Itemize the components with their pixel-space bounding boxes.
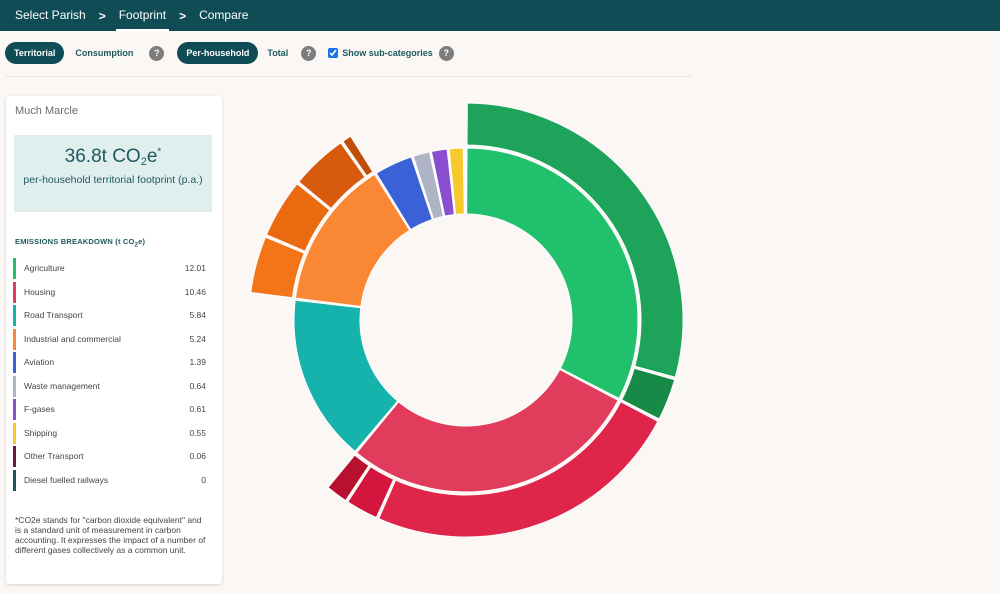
category-name: Other Transport [24, 451, 84, 461]
sunburst-chart [250, 102, 684, 538]
slice-housing[interactable] [355, 368, 619, 493]
category-value: 0.64 [189, 380, 206, 391]
category-swatch [13, 422, 16, 444]
subslice-agriculture[interactable] [621, 367, 676, 420]
nav-select-parish[interactable]: Select Parish [15, 8, 86, 22]
category-name: Shipping [24, 427, 58, 438]
consumption-toggle[interactable]: Consumption [75, 48, 134, 58]
help-icon[interactable]: ? [149, 45, 165, 61]
category-name: Housing [24, 286, 56, 297]
footprint-value: 36.8t CO2e* [64, 146, 162, 168]
footprint-box: 36.8t CO2e* per-household territorial fo… [14, 135, 212, 212]
breakdown-row[interactable]: Diesel fuelled railways 0 [13, 469, 206, 493]
toolbar: Territorial Consumption ? Per-household … [5, 41, 454, 65]
co2e-footnote: *CO2e stands for "carbon dioxide equival… [15, 515, 206, 555]
category-name: Diesel fuelled railways [24, 474, 109, 485]
category-name: Agriculture [24, 263, 65, 273]
slice-industrial-and-commercial[interactable] [294, 173, 411, 308]
category-value: 12.01 [184, 263, 206, 273]
top-navigation: Select Parish > Footprint > Compare [0, 0, 1000, 31]
summary-panel: Much Marcle 36.8t CO2e* per-household te… [6, 96, 222, 584]
subslice-housing[interactable] [378, 401, 659, 538]
breakdown-row[interactable]: Road Transport 5.84 [13, 304, 206, 328]
total-toggle[interactable]: Total [267, 48, 289, 58]
footprint-label: per-household territorial footprint (p.a… [23, 174, 203, 186]
category-swatch [13, 258, 16, 279]
breakdown-row[interactable]: Waste management 0.64 [13, 375, 206, 399]
category-swatch [13, 469, 16, 491]
per-household-toggle[interactable]: Per-household [177, 42, 259, 64]
category-value: 0.55 [189, 427, 206, 438]
slice-road-transport[interactable] [293, 299, 399, 453]
category-name: Road Transport [24, 310, 83, 320]
slice-shipping[interactable] [448, 147, 465, 216]
nav-compare[interactable]: Compare [199, 8, 249, 22]
breakdown-row[interactable]: Housing 10.46 [13, 281, 206, 305]
breakdown-row[interactable]: Other Transport 0.06 [13, 445, 206, 469]
checkbox-input[interactable] [328, 48, 339, 58]
breakdown-row[interactable]: Agriculture 12.01 [13, 257, 206, 281]
nav-footprint[interactable]: Footprint [115, 0, 170, 31]
parish-name: Much Marcle [15, 105, 78, 117]
category-name: Industrial and commercial [24, 333, 121, 344]
category-name: F-gases [24, 404, 55, 414]
breakdown-title: EMISSIONS BREAKDOWN (t CO2e) [15, 237, 146, 249]
slice-f-gases[interactable] [430, 148, 455, 217]
divider [5, 76, 693, 77]
chevron-right-icon: > [98, 8, 106, 23]
subslice-agriculture[interactable] [466, 102, 684, 378]
category-name: Waste management [24, 380, 100, 391]
breakdown-list: Agriculture 12.01 Housing 10.46 Road Trans… [13, 257, 206, 492]
slice-waste-management[interactable] [412, 151, 445, 220]
category-swatch [13, 328, 16, 350]
category-value: 5.84 [189, 310, 206, 320]
subslice-industrial-and-commercial[interactable] [298, 142, 366, 210]
slice-other-transport[interactable] [464, 147, 467, 215]
help-icon[interactable]: ? [301, 45, 317, 61]
slice-agriculture[interactable] [466, 147, 639, 400]
show-subcategories-checkbox[interactable]: Show sub-categories [328, 48, 433, 58]
category-value: 1.39 [189, 357, 206, 367]
category-swatch [13, 352, 16, 373]
category-swatch [13, 305, 16, 326]
territorial-toggle[interactable]: Territorial [5, 42, 65, 64]
breakdown-row[interactable]: Shipping 0.55 [13, 422, 206, 446]
help-icon[interactable]: ? [438, 45, 454, 61]
breakdown-row[interactable]: Industrial and commercial 5.24 [13, 328, 206, 352]
category-swatch [13, 375, 16, 397]
category-name: Aviation [24, 357, 55, 367]
subslice-housing[interactable] [347, 466, 395, 519]
category-value: 5.24 [189, 333, 206, 344]
breakdown-row[interactable]: F-gases 0.61 [13, 398, 206, 422]
category-value: 0.06 [189, 451, 206, 461]
category-value: 0 [201, 474, 206, 485]
show-subcategories-label: Show sub-categories [342, 48, 433, 58]
subslice-industrial-and-commercial[interactable] [342, 135, 374, 177]
subslice-industrial-and-commercial[interactable] [265, 183, 331, 252]
category-swatch [13, 281, 16, 303]
breakdown-row[interactable]: Aviation 1.39 [13, 351, 206, 375]
subslice-housing[interactable] [327, 454, 370, 502]
slice-aviation[interactable] [375, 156, 433, 231]
category-value: 0.61 [189, 404, 206, 414]
category-swatch [13, 446, 16, 467]
category-swatch [13, 399, 16, 420]
category-value: 10.46 [184, 286, 206, 297]
subslice-industrial-and-commercial[interactable] [250, 236, 305, 299]
chevron-right-icon: > [179, 8, 187, 23]
